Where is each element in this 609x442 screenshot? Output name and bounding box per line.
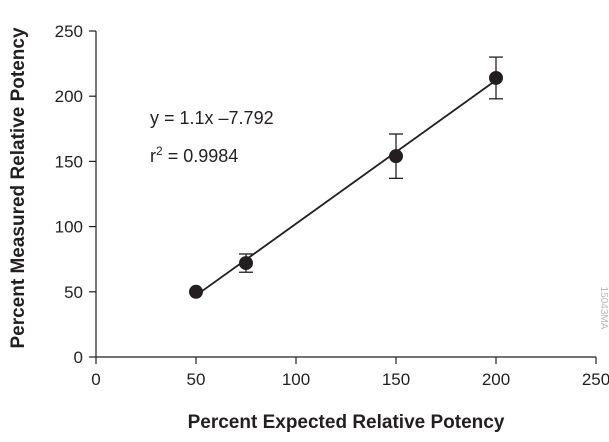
data-point: [189, 284, 203, 299]
axis-ticks: 0 50 100 150 200 250 0 50 100 150 200 250: [55, 22, 609, 389]
r-squared-superscript: 2: [156, 144, 163, 158]
y-tick-label: 0: [74, 348, 83, 367]
equation-label: y = 1.1x –7.792: [150, 108, 274, 128]
x-axis-title: Percent Expected Relative Potency: [188, 412, 505, 433]
y-tick-label: 150: [55, 152, 83, 171]
x-tick-label: 200: [482, 370, 510, 389]
x-tick-label: 250: [582, 370, 609, 389]
x-tick-label: 100: [282, 370, 310, 389]
data-point: [489, 70, 503, 85]
x-tick-label: 0: [91, 370, 100, 389]
figure-code: 15043MA: [598, 287, 609, 330]
y-axis-title: Percent Measured Relative Potency: [8, 27, 29, 348]
y-tick-label: 250: [55, 22, 83, 41]
y-tick-label: 50: [64, 283, 83, 302]
r-squared-prefix: r: [150, 146, 156, 166]
y-tick-label: 100: [55, 218, 83, 237]
r-squared-value: = 0.9984: [163, 146, 239, 166]
x-tick-label: 150: [382, 370, 410, 389]
axes: [95, 31, 596, 358]
data-point: [239, 256, 253, 271]
error-bars: [239, 56, 503, 273]
x-tick-label: 50: [187, 370, 206, 389]
y-tick-label: 200: [55, 87, 83, 106]
data-points: [189, 70, 503, 299]
data-point: [389, 149, 403, 164]
r-squared-label: r2 = 0.9984: [150, 144, 238, 166]
